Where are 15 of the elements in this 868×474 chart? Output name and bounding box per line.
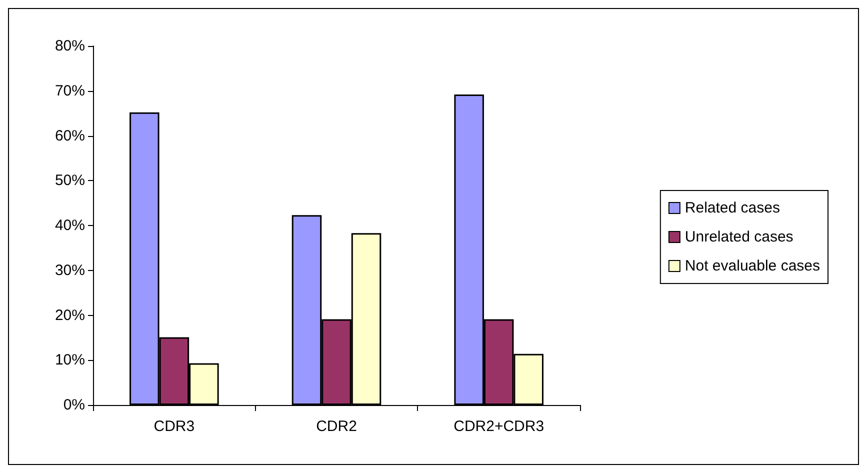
y-tick-label: 40% (54, 217, 85, 234)
x-tick-label: CDR2+CDR3 (454, 418, 544, 435)
y-tick-label: 10% (54, 352, 85, 369)
y-tick-label: 60% (54, 127, 85, 144)
x-tick-label: CDR3 (154, 418, 195, 435)
y-tick-label: 0% (63, 396, 85, 414)
legend-label: Not evaluable cases (684, 258, 820, 274)
y-tick-label: 30% (54, 262, 85, 279)
y-tick-label: 70% (54, 82, 85, 100)
legend-label: Unrelated cases (684, 228, 794, 246)
y-tick-label: 80% (54, 38, 85, 54)
legend-label: Related cases (684, 200, 780, 216)
y-tick-label: 20% (54, 306, 85, 324)
y-tick-label: 50% (54, 172, 85, 190)
x-tick-label: CDR2 (316, 418, 357, 435)
